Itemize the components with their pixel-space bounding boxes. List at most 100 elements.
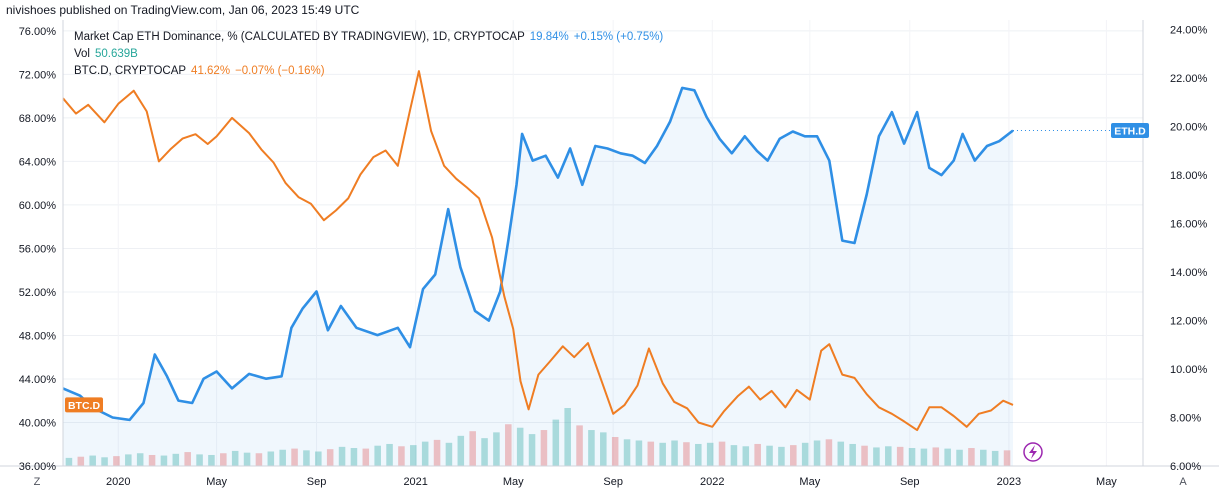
- tag-label: ETH.D: [1114, 126, 1146, 138]
- volume-bar: [398, 446, 405, 466]
- volume-bar: [255, 453, 263, 466]
- right-tick-label: 10.00%: [1170, 364, 1208, 376]
- lightning-icon[interactable]: [1023, 442, 1043, 462]
- volume-bar: [742, 446, 750, 466]
- volume-bar: [588, 430, 595, 466]
- left-tick-label: 40.00%: [19, 417, 57, 429]
- volume-bar: [386, 443, 393, 466]
- volume-bar: [813, 440, 821, 466]
- volume-bar: [65, 457, 73, 466]
- x-tick-label: Sep: [307, 476, 327, 488]
- volume-bar: [505, 424, 512, 466]
- volume-bar: [208, 454, 215, 466]
- volume-bar: [552, 419, 560, 466]
- legend-vol[interactable]: Vol 50.639B: [74, 46, 668, 63]
- tag-label: BTC.D: [68, 400, 100, 412]
- auto-mode-button[interactable]: A: [1179, 476, 1187, 488]
- left-tick-label: 44.00%: [19, 374, 57, 386]
- volume-bar: [564, 408, 571, 466]
- right-axis-ticks: 24.00% 22.00% 20.00% 18.00% 16.00% 14.00% 12.0…: [1170, 25, 1208, 473]
- volume-bar: [991, 450, 999, 466]
- tag-box: [65, 397, 103, 413]
- volume-bar: [267, 451, 275, 466]
- legend-btc-change: −0.07% (−0.16%): [235, 65, 325, 77]
- volume-bar: [148, 454, 156, 466]
- left-axis-ticks: 76.00% 72.00% 68.00% 64.00% 60.00% 56.00% 52.0…: [19, 26, 57, 473]
- volume-bar: [706, 442, 714, 466]
- volume-bar: [837, 441, 845, 466]
- left-tick-label: 56.00%: [19, 243, 57, 255]
- volume-bar: [493, 432, 500, 466]
- left-tick-label: 64.00%: [19, 156, 57, 168]
- legend-btc-label: BTC.D, CRYPTOCAP: [74, 65, 187, 77]
- volume-bar: [540, 430, 548, 466]
- volume-bar: [101, 457, 108, 466]
- volume-bar: [350, 448, 358, 466]
- chart-legend: Market Cap ETH Dominance, % (CALCULATED …: [74, 29, 668, 80]
- legend-btc-value: 41.62%: [191, 65, 231, 77]
- left-tick-label: 36.00%: [19, 461, 57, 473]
- volume-bar: [576, 425, 583, 466]
- volume-bar: [600, 432, 607, 466]
- volume-bar: [77, 456, 85, 466]
- volume-bar: [125, 454, 132, 466]
- legend-btc[interactable]: BTC.D, CRYPTOCAP 41.62% −0.07% (−0.16%): [74, 63, 668, 80]
- volume-bar: [932, 447, 940, 466]
- right-tick-label: 22.00%: [1170, 73, 1208, 85]
- volume-bar: [647, 441, 655, 466]
- eth-area-fill: [63, 87, 1013, 467]
- right-tick-label: 14.00%: [1170, 267, 1208, 279]
- volume-bar: [896, 446, 904, 466]
- svg-text:Z: Z: [34, 476, 41, 488]
- left-tick-label: 72.00%: [19, 69, 57, 81]
- legend-eth-change: +0.15% (+0.75%): [573, 31, 664, 43]
- x-tick-label: 2021: [403, 476, 427, 488]
- svg-text:A: A: [1179, 476, 1187, 488]
- left-tick-label: 68.00%: [19, 113, 57, 125]
- price-tags: ETH.D BTC.D: [65, 123, 1149, 413]
- volume-bar: [766, 445, 773, 466]
- right-tick-label: 20.00%: [1170, 122, 1208, 134]
- right-tick-label: 8.00%: [1170, 413, 1201, 425]
- x-tick-label: May: [1096, 476, 1117, 488]
- volume-bar: [410, 445, 417, 466]
- volume-bar: [136, 453, 144, 466]
- left-tick-label: 76.00%: [19, 26, 57, 38]
- volume-bar: [778, 446, 785, 466]
- volume-bar: [980, 449, 987, 466]
- volume-bar: [445, 442, 453, 466]
- volume-bar: [968, 448, 975, 466]
- volume-bar: [956, 449, 963, 466]
- volume-bar: [754, 443, 761, 466]
- left-tick-label: 60.00%: [19, 200, 57, 212]
- volume-bar: [944, 448, 951, 466]
- legend-eth[interactable]: Market Cap ETH Dominance, % (CALCULATED …: [74, 29, 668, 46]
- volume-bar: [89, 455, 96, 466]
- volume-bar: [885, 446, 892, 466]
- x-tick-label: 2023: [997, 476, 1021, 488]
- volume-bar: [873, 447, 880, 466]
- x-tick-label: 2022: [700, 476, 724, 488]
- x-tick-label: May: [503, 476, 524, 488]
- volume-bar: [683, 442, 690, 466]
- volume-bar: [730, 445, 738, 466]
- volume-bar: [457, 435, 465, 466]
- auto-scale-button[interactable]: Z: [34, 476, 41, 488]
- x-tick-label: May: [206, 476, 227, 488]
- volume-bar: [160, 455, 168, 466]
- x-tick-label: 2020: [106, 476, 130, 488]
- published-header: nivishoes published on TradingView.com, …: [6, 3, 360, 17]
- volume-bar: [220, 453, 227, 466]
- legend-eth-value: 19.84%: [529, 31, 569, 43]
- volume-bar: [421, 441, 429, 466]
- volume-bar: [481, 438, 488, 466]
- volume-bar: [279, 449, 286, 466]
- volume-bar: [861, 445, 868, 466]
- volume-bar: [790, 445, 797, 466]
- volume-bar: [695, 443, 702, 466]
- volume-bar: [374, 445, 381, 466]
- volume-bar: [801, 442, 809, 466]
- right-tick-label: 18.00%: [1170, 170, 1208, 182]
- volume-bar: [718, 441, 726, 466]
- tag-btcd: BTC.D: [65, 397, 103, 413]
